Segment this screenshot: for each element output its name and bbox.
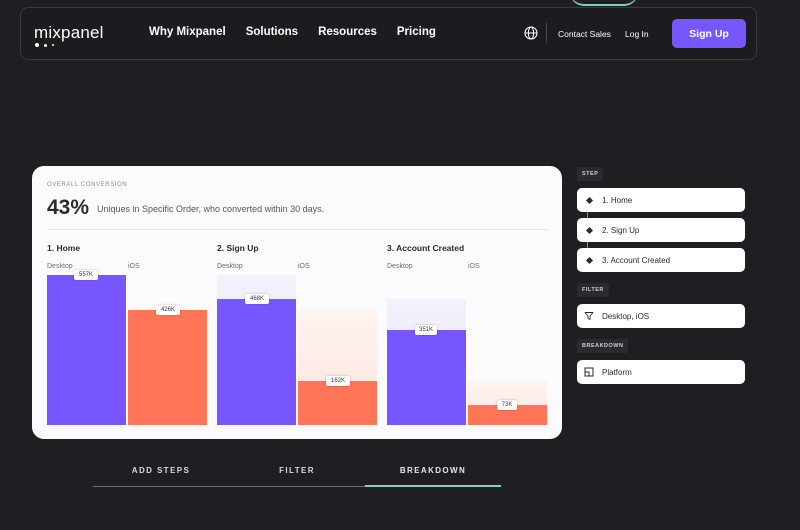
breakdown-item[interactable]: Platform <box>577 360 745 384</box>
card-divider <box>47 229 548 230</box>
funnel-card: OVERALL CONVERSION 43% Uniques in Specif… <box>32 166 562 439</box>
globe-icon[interactable] <box>524 26 538 40</box>
funnel-bar-desktop[interactable] <box>387 330 466 425</box>
platform-label-desktop: Desktop <box>217 263 243 270</box>
step-item-sign-up[interactable]: 2. Sign Up <box>577 218 745 242</box>
top-nav: mixpanel Why Mixpanel Solutions Resource… <box>20 7 757 60</box>
platform-label-desktop: Desktop <box>387 263 413 270</box>
tab-breakdown[interactable]: BREAKDOWN <box>365 466 501 487</box>
decorative-arc <box>570 0 638 6</box>
diamond-icon <box>584 255 594 265</box>
breakdown-section-label: BREAKDOWN <box>577 339 629 353</box>
log-in-link[interactable]: Log In <box>625 29 649 39</box>
funnel-bar-ios[interactable] <box>298 381 377 425</box>
filter-item[interactable]: Desktop, iOS <box>577 304 745 328</box>
contact-sales-link[interactable]: Contact Sales <box>558 29 611 39</box>
overall-conversion-description: Uniques in Specific Order, who converted… <box>97 204 325 214</box>
funnel-step-title: 3. Account Created <box>387 243 465 253</box>
value-badge: 73K <box>497 400 517 410</box>
funnel-step-title: 1. Home <box>47 243 81 253</box>
overall-conversion-value: 43% <box>47 196 90 219</box>
platform-label-ios: iOS <box>468 263 480 270</box>
diamond-icon <box>584 195 594 205</box>
step-item-label: 1. Home <box>602 195 633 205</box>
platform-label-ios: iOS <box>298 263 310 270</box>
breakdown-icon <box>584 367 594 377</box>
tab-filter[interactable]: FILTER <box>229 466 365 487</box>
value-badge: 351K <box>415 325 437 335</box>
platform-label-ios: iOS <box>128 263 140 270</box>
logo-dots-icon <box>35 43 54 47</box>
logo-text: mixpanel <box>34 23 104 42</box>
sign-up-button[interactable]: Sign Up <box>672 19 746 48</box>
step-item-label: 3. Account Created <box>602 255 671 265</box>
funnel-bar-desktop[interactable] <box>217 299 296 425</box>
breakdown-value: Platform <box>602 367 632 377</box>
funnel-filter-icon <box>584 312 594 320</box>
funnel-bar-ios[interactable] <box>128 310 207 425</box>
value-badge: 162K <box>326 376 350 386</box>
feature-tabs: ADD STEPS FILTER BREAKDOWN <box>93 466 501 487</box>
platform-label-desktop: Desktop <box>47 263 73 270</box>
step-item-label: 2. Sign Up <box>602 225 640 235</box>
value-badge: 557K <box>74 270 98 280</box>
filter-value: Desktop, iOS <box>602 311 650 321</box>
step-item-account-created[interactable]: 3. Account Created <box>577 248 745 272</box>
tab-add-steps[interactable]: ADD STEPS <box>93 466 229 487</box>
funnel-bar-desktop[interactable] <box>47 275 126 425</box>
value-badge: 468K <box>245 294 269 304</box>
step-item-home[interactable]: 1. Home <box>577 188 745 212</box>
value-badge: 426K <box>156 305 180 315</box>
nav-link-pricing[interactable]: Pricing <box>396 26 436 38</box>
nav-link-why-mixpanel[interactable]: Why Mixpanel <box>149 26 226 38</box>
funnel-bar-ios[interactable] <box>468 405 547 425</box>
diamond-icon <box>584 225 594 235</box>
funnel-step-title: 2. Sign Up <box>217 243 259 253</box>
nav-link-solutions[interactable]: Solutions <box>245 26 299 38</box>
nav-divider <box>546 23 547 43</box>
nav-links: Why Mixpanel Solutions Resources Pricing <box>149 26 456 38</box>
filter-section-label: FILTER <box>577 283 609 297</box>
nav-link-resources[interactable]: Resources <box>318 26 377 38</box>
step-section-label: STEP <box>577 167 604 181</box>
overall-conversion-label: OVERALL CONVERSION <box>47 182 128 188</box>
mixpanel-logo[interactable]: mixpanel <box>34 23 134 53</box>
